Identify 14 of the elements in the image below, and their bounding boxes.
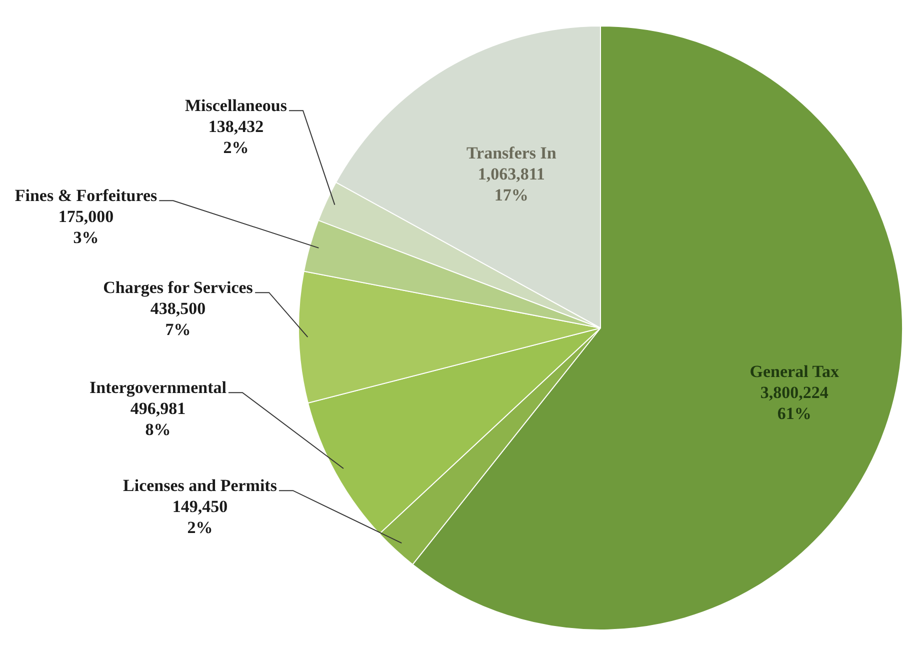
data-label: 3,800,224 61%: [760, 383, 829, 424]
slice-label: Licenses and Permits: [123, 476, 278, 495]
data-label: 1,063,811 17%: [478, 164, 545, 205]
slice-label: Intergovernmental: [90, 378, 227, 397]
slice-label: Fines & Forfeitures: [14, 186, 158, 205]
data-label: 175,000 3%: [58, 206, 114, 247]
data-label: 496,981 8%: [130, 398, 186, 439]
data-label: 438,500 7%: [150, 298, 206, 339]
slice-label: Transfers In: [466, 144, 557, 163]
data-label: 149,450 2%: [172, 496, 228, 537]
slice-label: Miscellaneous: [185, 96, 288, 115]
data-label: 138,432 2%: [208, 116, 264, 157]
slice-label: General Tax: [750, 362, 840, 382]
slice-label: Charges for Services: [103, 278, 254, 297]
